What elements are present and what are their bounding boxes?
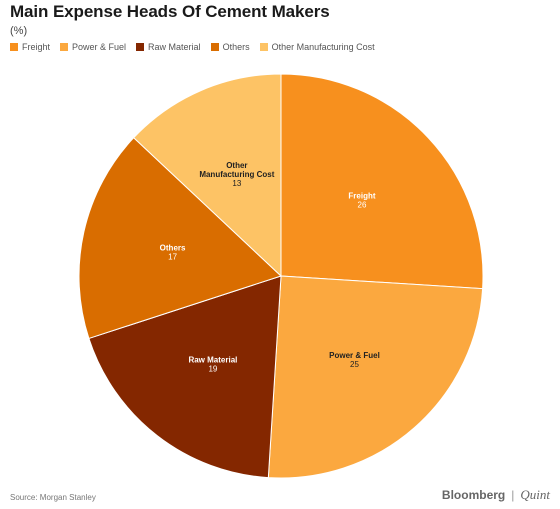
legend-item: Others bbox=[210, 42, 250, 52]
legend-item: Raw Material bbox=[136, 42, 201, 52]
source-note: Source: Morgan Stanley bbox=[10, 493, 96, 502]
legend-swatch bbox=[10, 43, 18, 51]
legend-label: Others bbox=[222, 42, 250, 52]
slice-category-label: Others bbox=[160, 243, 186, 252]
pie-slice bbox=[133, 73, 282, 278]
slice-category-label: Manufacturing Cost bbox=[199, 170, 274, 179]
pie-slice bbox=[88, 275, 282, 479]
legend-label: Power & Fuel bbox=[72, 42, 127, 52]
slice-value-label: 17 bbox=[168, 252, 177, 261]
slice-value-label: 19 bbox=[208, 364, 217, 373]
pie-slice bbox=[280, 73, 484, 290]
pie-slice bbox=[78, 137, 282, 340]
chart-subtitle: (%) bbox=[10, 25, 28, 37]
chart-legend: Freight Power & Fuel Raw Material Others Oth… bbox=[10, 42, 375, 52]
legend-item: Power & Fuel bbox=[60, 42, 126, 52]
slice-value-label: 13 bbox=[232, 179, 241, 188]
pie-slice bbox=[267, 275, 484, 479]
brand-separator: | bbox=[511, 488, 515, 502]
legend-swatch bbox=[259, 43, 268, 51]
legend-item: Other Manufacturing Cost bbox=[259, 42, 375, 52]
brand-primary: Bloomberg bbox=[441, 488, 506, 502]
slice-category-label: Raw Material bbox=[188, 355, 237, 364]
legend-label: Other Manufacturing Cost bbox=[271, 42, 375, 52]
legend-swatch bbox=[210, 43, 219, 51]
slice-category-label: Other bbox=[226, 161, 247, 170]
slice-value-label: 26 bbox=[358, 200, 367, 209]
legend-label: Raw Material bbox=[148, 42, 201, 52]
brand-secondary: Quint bbox=[520, 487, 550, 502]
slice-category-label: Freight bbox=[348, 191, 375, 200]
chart-title: Main Expense Heads Of Cement Makers bbox=[10, 2, 330, 21]
slice-category-label: Power & Fuel bbox=[329, 351, 380, 360]
slice-value-label: 25 bbox=[350, 360, 359, 369]
legend-swatch bbox=[60, 43, 69, 51]
brand-logo: Bloomberg | Quint bbox=[442, 487, 550, 503]
legend-label: Freight bbox=[22, 42, 51, 52]
legend-swatch bbox=[136, 43, 145, 51]
legend-item: Freight bbox=[10, 42, 50, 52]
